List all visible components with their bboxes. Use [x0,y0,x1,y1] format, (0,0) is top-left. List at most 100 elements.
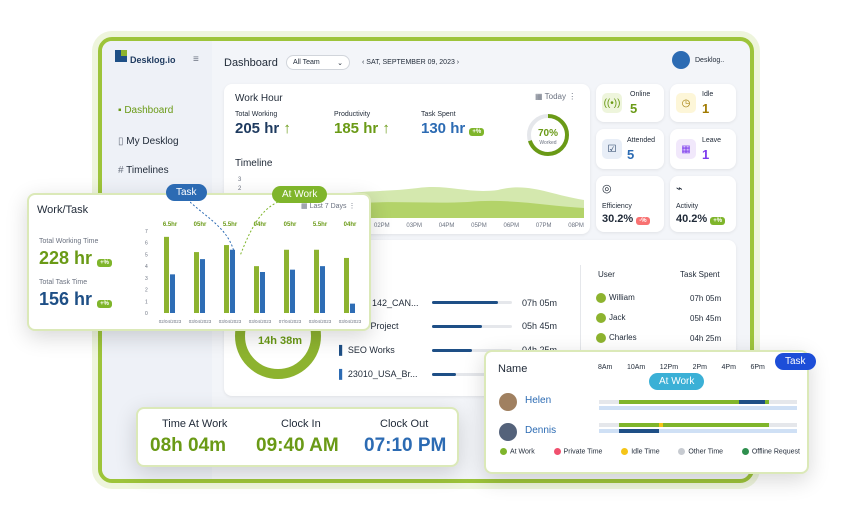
timeline-icon: # [118,165,124,176]
bar [314,249,319,313]
task-spent-value: 130 hr +% [421,120,485,137]
bar [200,259,205,313]
leave-tile[interactable]: ▦ Leave 1 [670,129,736,169]
at-work-tag-2: At Work [649,373,705,390]
clock-out-value: 07:10 PM [364,435,447,456]
bar-label: 04hr [254,222,267,228]
menu-icon[interactable]: ≡ [193,54,199,65]
calendar-icon: ▦ [676,139,696,159]
bar-label: 5.5hr [223,222,238,228]
sidebar-item-timelines[interactable]: # Timelines [118,165,169,176]
sidebar-item-my-desklog[interactable]: ▯ My Desklog [118,136,179,147]
date-nav[interactable]: ‹ SAT, SEPTEMBER 09, 2023 › [362,59,460,66]
efficiency-tile[interactable]: ◎ Efficiency 30.2% -% [596,176,664,232]
project-bar-0 [432,301,512,304]
project-name-1: ral Project [358,321,399,331]
user-time-0: 07h 05m [690,294,722,303]
y-tick-label: 5 [145,252,148,258]
user-row-0[interactable]: William [596,293,635,303]
user-time-1: 05h 45m [690,314,722,323]
work-task-title: Work/Task [37,204,89,216]
work-task-popup: Work/Task ▦ Last 7 Days ⋮ Total Working … [27,193,371,331]
bar [284,249,289,313]
y-tick-label: 6 [145,241,148,247]
task-spent-label: Task Spent [421,111,456,118]
users-header-user: User [598,270,615,279]
total-working-value: 205 hr ↑ [235,120,291,137]
avatar [499,423,517,441]
range-filter[interactable]: ▦ Last 7 Days ⋮ [301,203,356,210]
team-select[interactable]: All Team ⌄ [286,55,350,70]
idle-tile[interactable]: ◷ Idle 1 [670,84,736,122]
timeline-x-ticks: 02PM 03PM 04PM 05PM 06PM 07PM 08PM [374,223,584,229]
bar-label: 6.5hr [163,222,178,228]
work-task-bar-chart: 0 1 2 3 4 5 6 7 6.5hr 02/04/2023 05hr 03/04/2023 5.5… [145,222,362,324]
online-value: 5 [630,101,638,116]
person-timeline-0 [599,400,797,404]
timeline-title: Timeline [235,158,273,169]
activity-value: 40.2% +% [676,213,726,225]
y-tick-label: 7 [145,229,148,235]
user-row-1[interactable]: Jack [596,313,625,323]
logo-text: Desklog.io [130,55,176,65]
total-working-label: Total Working [235,111,278,118]
check-icon: ☑ [602,139,622,159]
x-tick-label: 03/04/2023 [309,319,332,324]
x-tick-label: 07/04/2023 [279,319,302,324]
idle-value: 1 [702,101,710,116]
project-name-3: ▌ 23010_USA_Br... [339,369,418,379]
bar [230,249,235,313]
activity-tile[interactable]: ⌁ Activity 40.2% +% [670,176,736,232]
svg-text:70%: 70% [538,128,558,139]
clock-out-label: Clock Out [380,418,429,430]
svg-text:14h 38m: 14h 38m [258,335,302,347]
clock-in-label: Clock In [281,418,321,430]
calendar-icon: ▦ [301,203,308,210]
user-row-2[interactable]: Charles [596,333,637,343]
clock-popup: Time At Work 08h 04m Clock In 09:40 AM C… [136,407,459,467]
bar-label: 05hr [194,222,207,228]
person-name-1[interactable]: Dennis [525,425,557,436]
time-at-work-label: Time At Work [162,418,228,430]
person-timeline-1 [599,423,797,427]
bar-label: 05hr [284,222,297,228]
timeline-popup: Name 8Am10Am12Pm2Pm4Pm6Pm7P Helen Dennis… [484,350,809,474]
task-tag-2: Task [775,353,816,370]
bar-label: 5.5hr [313,222,328,228]
attended-tile[interactable]: ☑ Attended 5 [596,129,664,169]
avatar[interactable] [672,51,690,69]
avatar [499,393,517,411]
bar-label: 04hr [344,222,357,228]
name-header: Name [498,363,528,375]
sidebar-item-dashboard[interactable]: ▪ Dashboard [118,105,174,116]
online-tile[interactable]: ((•)) Online 5 [596,84,664,122]
device-icon: ▯ [118,136,124,147]
person-name-0[interactable]: Helen [525,395,552,406]
project-bar-2 [432,349,512,352]
bar [350,303,355,313]
bar [320,266,325,313]
time-axis: 8Am10Am12Pm2Pm4Pm6Pm7P [598,364,788,371]
signal-icon: ((•)) [602,93,622,113]
today-filter[interactable]: ▦ Today ⋮ [535,92,577,101]
bar [290,269,295,313]
bar [344,257,349,313]
timeline-legend: At Work Private Time Idle Time Other Tim… [500,448,800,455]
total-task-time-label: Total Task Time [39,279,88,286]
y-tick-label: 0 [145,311,148,317]
project-time-0: 07h 05m [522,298,558,308]
project-bar-1 [432,325,512,328]
worked-donut: 70% Worked [527,114,569,156]
user-name: Desklog.. [695,57,725,64]
project-bar-3 [432,373,512,376]
bar [164,236,169,313]
divider [580,265,581,385]
y-tick-label: 4 [145,264,148,270]
user-time-2: 04h 25m [690,334,722,343]
bar [260,272,265,313]
calendar-icon: ▦ [535,92,543,101]
x-tick-label: 03/04/2023 [249,319,272,324]
x-tick-label: 03/04/2023 [339,319,362,324]
y-tick-label: 3 [145,276,148,282]
at-work-tag: At Work [272,186,328,203]
